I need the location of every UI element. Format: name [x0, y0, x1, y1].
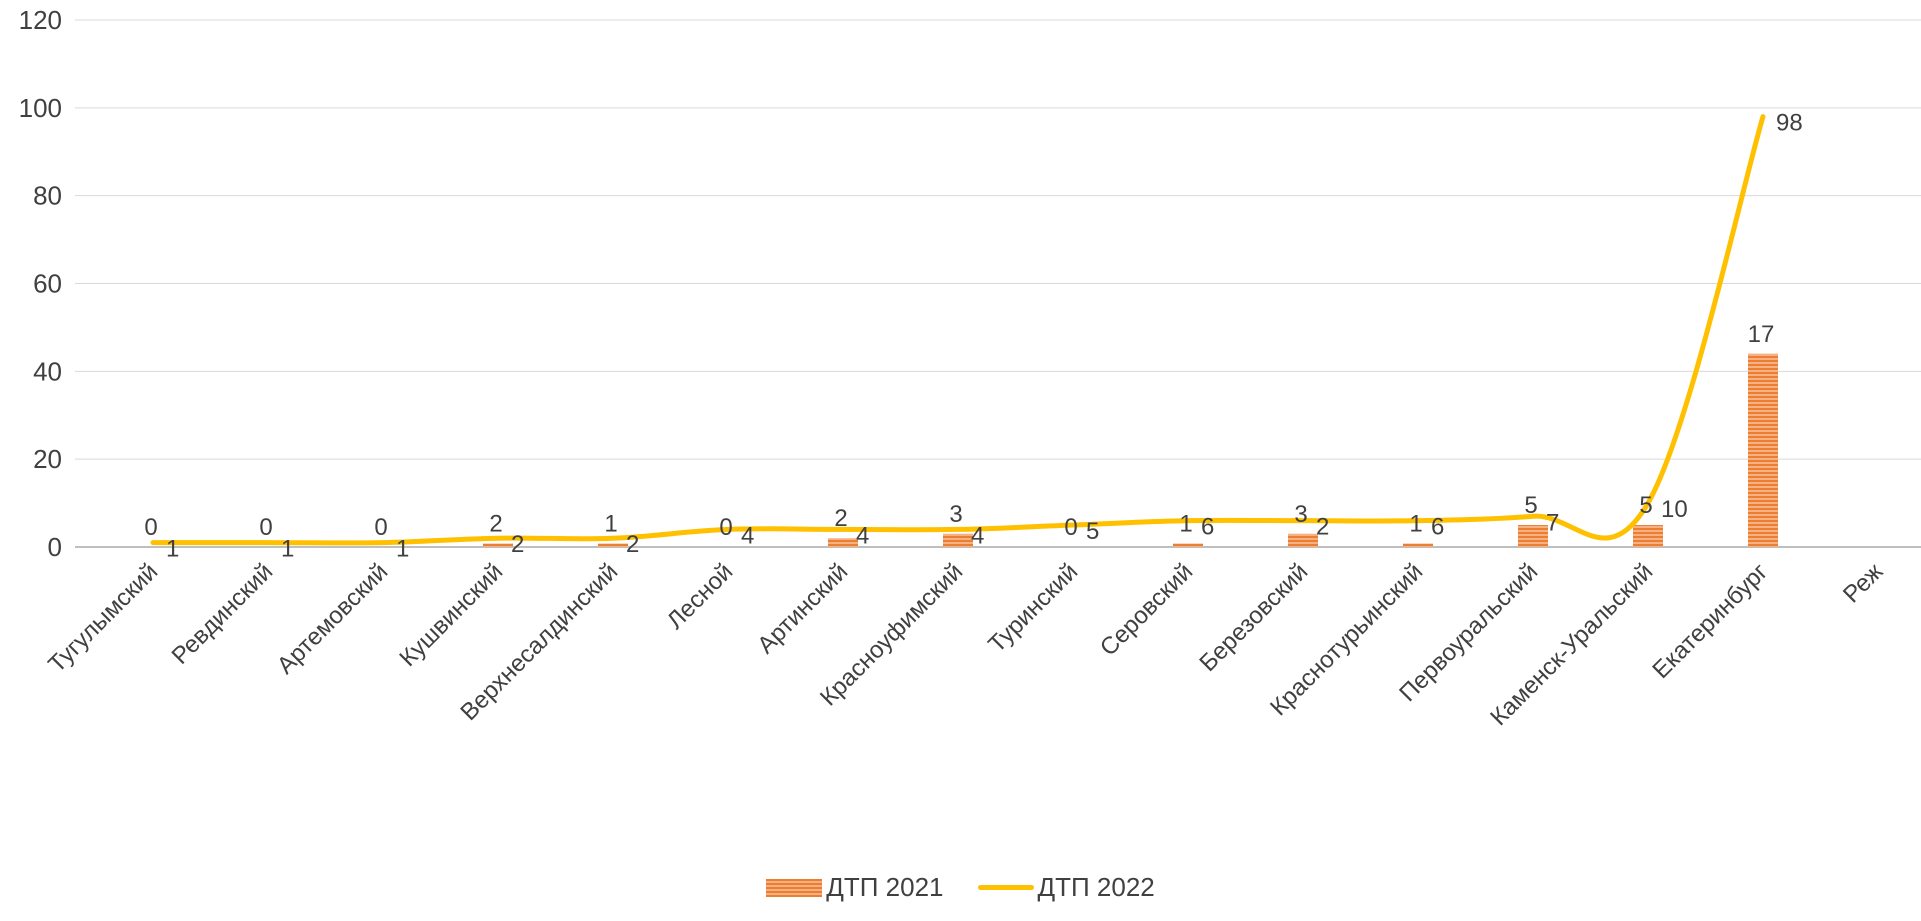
line-data-label: 1 — [281, 536, 294, 563]
y-tick-label: 120 — [19, 5, 62, 35]
x-tick-label: Екатеринбург — [1647, 558, 1773, 684]
line-data-label: 2 — [626, 531, 639, 558]
line-data-label: 10 — [1661, 496, 1688, 523]
legend-label-2021: ДТП 2021 — [826, 872, 944, 902]
legend-item-2022: ДТП 2022 — [977, 872, 1155, 903]
line-data-label: 6 — [1201, 514, 1214, 541]
x-tick-label: Серовский — [1095, 558, 1198, 661]
bar-data-label: 2 — [489, 510, 502, 537]
bar-data-label: 0 — [259, 514, 272, 541]
x-tick-label: Тугулымский — [43, 558, 163, 678]
x-tick-label: Кушвинский — [394, 558, 508, 672]
y-axis-ticks: 0 20 40 60 80 100 120 — [19, 5, 62, 562]
bar — [943, 533, 973, 547]
x-tick-label: Лесной — [662, 558, 738, 634]
line-data-label: 2 — [511, 531, 524, 558]
bar — [1633, 525, 1663, 547]
line-data-label: 4 — [856, 522, 869, 549]
line-data-label: 5 — [1086, 518, 1099, 545]
y-tick-label: 60 — [33, 269, 62, 299]
bar — [1518, 525, 1548, 547]
line-data-label: 4 — [971, 522, 984, 549]
line-data-label: 98 — [1776, 110, 1803, 137]
line-data-label: 6 — [1431, 514, 1444, 541]
legend-swatch-line — [977, 885, 1034, 890]
bar — [598, 543, 628, 547]
x-tick-label: Реж — [1838, 558, 1888, 608]
legend-label-2022: ДТП 2022 — [1037, 872, 1155, 902]
bars-series — [483, 353, 1778, 547]
x-tick-label: Березовский — [1194, 558, 1313, 677]
bar — [828, 538, 858, 547]
bar — [483, 543, 513, 547]
line-path — [150, 114, 1766, 546]
bar — [1173, 543, 1203, 547]
bar-data-label: 3 — [949, 501, 962, 528]
y-tick-label: 100 — [19, 93, 62, 123]
bar — [1403, 543, 1433, 547]
bar-data-label: 5 — [1524, 492, 1537, 519]
bar-data-label: 3 — [1294, 501, 1307, 528]
bar-data-label: 17 — [1748, 321, 1775, 348]
y-tick-label: 40 — [33, 356, 62, 386]
line-data-label: 1 — [166, 536, 179, 563]
legend: ДТП 2021 ДТП 2022 — [0, 872, 1921, 903]
x-tick-label: Артинский — [752, 558, 853, 659]
x-tick-label: Ревдинский — [167, 558, 279, 670]
line-series — [150, 114, 1766, 546]
bar — [1748, 353, 1778, 547]
bar-data-label: 1 — [604, 510, 617, 537]
y-tick-label: 80 — [33, 181, 62, 211]
bar — [1288, 533, 1318, 547]
legend-item-2021: ДТП 2021 — [766, 872, 944, 903]
gridlines — [75, 19, 1921, 548]
bar-data-label: 0 — [719, 514, 732, 541]
bar-data-label: 1 — [1179, 510, 1192, 537]
bar-data-label: 2 — [834, 505, 847, 532]
bar-data-label: 0 — [144, 514, 157, 541]
bar-data-label: 5 — [1639, 492, 1652, 519]
bar-data-label: 1 — [1409, 510, 1422, 537]
line-data-label: 7 — [1546, 509, 1559, 536]
line-data-label: 4 — [741, 522, 754, 549]
line-data-label: 2 — [1316, 514, 1329, 541]
y-tick-label: 0 — [48, 532, 62, 562]
line-data-label: 1 — [396, 536, 409, 563]
x-tick-label: Артемовский — [272, 558, 393, 679]
legend-swatch-bar — [766, 878, 823, 897]
x-tick-label: Туринский — [983, 558, 1083, 658]
y-tick-label: 20 — [33, 444, 62, 474]
bar-data-label: 0 — [374, 514, 387, 541]
bar-data-label: 0 — [1064, 514, 1077, 541]
